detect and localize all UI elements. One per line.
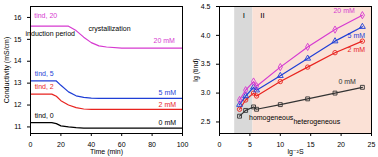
svg-text:100: 100 xyxy=(177,141,189,148)
svg-text:5 mM: 5 mM xyxy=(159,89,177,96)
svg-text:induction period: induction period xyxy=(26,30,76,38)
svg-text:13: 13 xyxy=(14,79,22,86)
svg-text:14: 14 xyxy=(14,57,22,64)
svg-text:80: 80 xyxy=(148,141,156,148)
svg-text:20 mM: 20 mM xyxy=(333,7,355,14)
svg-text:tind, 2: tind, 2 xyxy=(35,83,54,90)
svg-text:lg (tind): lg (tind) xyxy=(192,58,200,81)
svg-text:3.0: 3.0 xyxy=(201,89,211,96)
svg-text:0: 0 xyxy=(218,141,222,148)
svg-text:20 mM: 20 mM xyxy=(154,37,176,44)
svg-text:15: 15 xyxy=(307,141,315,148)
svg-text:II: II xyxy=(260,11,264,20)
svg-text:Time (min): Time (min) xyxy=(90,148,123,156)
svg-text:homogeneous: homogeneous xyxy=(249,114,294,122)
svg-text:5 mM: 5 mM xyxy=(348,32,366,39)
svg-text:10: 10 xyxy=(276,141,284,148)
svg-text:12: 12 xyxy=(14,101,22,108)
svg-text:0 mM: 0 mM xyxy=(159,119,177,126)
svg-text:tind, 0: tind, 0 xyxy=(35,112,54,119)
svg-text:4.5: 4.5 xyxy=(201,3,211,10)
svg-text:I: I xyxy=(243,11,245,20)
svg-text:25: 25 xyxy=(368,141,376,148)
svg-text:11: 11 xyxy=(14,123,21,130)
svg-text:60: 60 xyxy=(117,141,126,149)
svg-text:20: 20 xyxy=(57,141,65,148)
svg-text:16: 16 xyxy=(14,14,22,21)
svg-text:4.0: 4.0 xyxy=(201,32,211,39)
svg-text:Conductivity (mS/cm): Conductivity (mS/cm) xyxy=(3,37,11,104)
svg-text:heterogeneous: heterogeneous xyxy=(293,118,340,126)
svg-text:40: 40 xyxy=(87,141,96,149)
svg-text:5: 5 xyxy=(248,141,252,148)
svg-text:crystallization: crystallization xyxy=(89,25,131,33)
svg-text:20: 20 xyxy=(337,141,345,148)
svg-text:tind, 20: tind, 20 xyxy=(34,11,57,18)
svg-text:3.5: 3.5 xyxy=(201,60,211,67)
svg-text:2 mM: 2 mM xyxy=(159,101,177,108)
svg-text:0: 0 xyxy=(29,141,33,148)
svg-text:tind, 5: tind, 5 xyxy=(35,70,54,77)
svg-text:15: 15 xyxy=(14,36,22,43)
svg-text:2.5: 2.5 xyxy=(201,118,211,125)
svg-text:0 mM: 0 mM xyxy=(338,78,356,85)
svg-text:lg⁻²S: lg⁻²S xyxy=(287,148,303,156)
svg-text:2 mM: 2 mM xyxy=(348,46,366,53)
